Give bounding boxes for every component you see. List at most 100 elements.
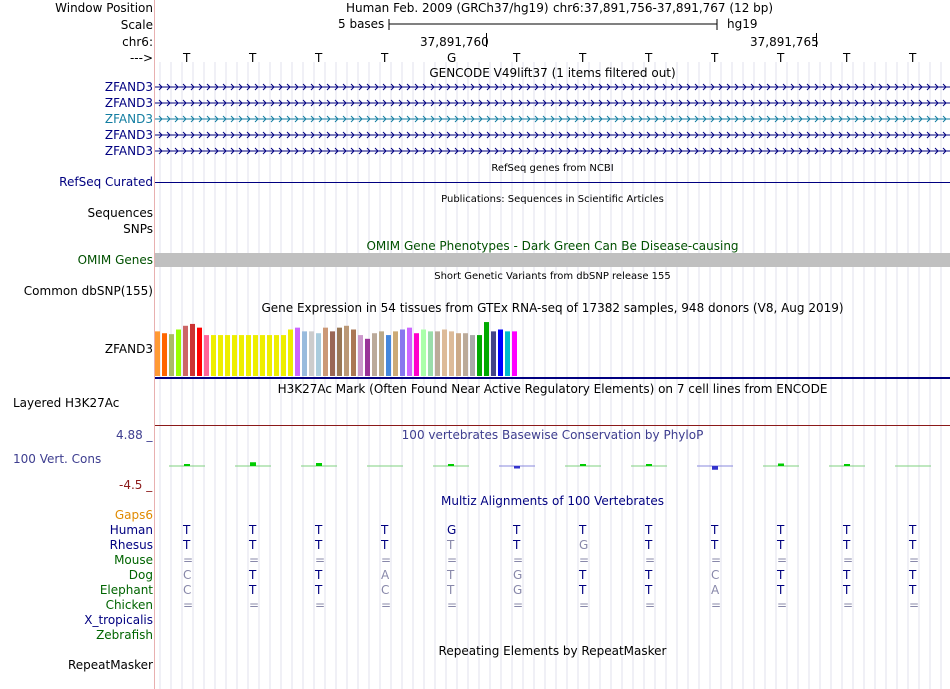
strand-arrow	[758, 131, 763, 139]
strand-arrow	[406, 99, 411, 107]
refseq-gene-line[interactable]	[155, 182, 950, 183]
gencode-transcript-line[interactable]	[155, 97, 950, 109]
window-position-label: Window Position	[55, 1, 153, 15]
multiz-base: T	[579, 583, 587, 597]
strand-arrow	[542, 115, 547, 123]
gencode-row-label[interactable]: ZFAND3	[104, 128, 153, 142]
multiz-species-label[interactable]: Zebrafish	[96, 628, 153, 642]
multiz-base: =	[843, 598, 854, 612]
strand-arrow	[470, 147, 475, 155]
strand-arrow	[782, 83, 787, 91]
multiz-species-label[interactable]: Mouse	[114, 553, 153, 567]
strand-arrow	[382, 99, 387, 107]
strand-arrow	[910, 83, 915, 91]
strand-arrow	[246, 147, 251, 155]
multiz-base: C	[183, 568, 192, 582]
strand-arrow	[798, 83, 803, 91]
multiz-base: T	[843, 523, 851, 537]
pubs-label[interactable]: Sequences	[87, 206, 153, 220]
strand-arrow	[902, 83, 907, 91]
scale-db-label: hg19	[727, 17, 758, 31]
refseq-label[interactable]: RefSeq Curated	[59, 175, 153, 189]
gencode-transcript-line[interactable]	[155, 81, 950, 93]
h3k27-label[interactable]: Layered H3K27Ac	[13, 396, 120, 410]
strand-arrow	[574, 147, 579, 155]
gencode-transcript-line[interactable]	[155, 113, 950, 125]
strand-arrow	[510, 147, 515, 155]
gaps-label[interactable]: Gaps6	[114, 508, 153, 522]
strand-arrow	[646, 83, 651, 91]
gencode-transcript-line[interactable]	[155, 129, 950, 141]
multiz-base: T	[777, 523, 785, 537]
strand-arrow	[654, 83, 659, 91]
gencode-transcript-line[interactable]	[155, 145, 950, 157]
track-left-border	[154, 0, 155, 689]
strand-arrow	[606, 131, 611, 139]
gtex-chart[interactable]	[155, 315, 950, 379]
gencode-row-label[interactable]: ZFAND3	[104, 144, 153, 158]
cons-label[interactable]: 100 Vert. Cons	[13, 452, 102, 466]
strand-arrow	[942, 131, 947, 139]
strand-arrow	[398, 99, 403, 107]
dbsnp-label[interactable]: Common dbSNP(155)	[23, 284, 153, 298]
strand-arrow	[630, 99, 635, 107]
strand-arrow	[678, 115, 683, 123]
gtex-bar	[274, 335, 279, 376]
strand-arrow	[822, 115, 827, 123]
multiz-species-label[interactable]: Dog	[128, 568, 153, 582]
strand-arrow	[166, 147, 171, 155]
position-label[interactable]: chr6:37,891,756-37,891,767 (12 bp)	[553, 1, 774, 15]
strand-arrow	[726, 115, 731, 123]
cons-mark	[514, 466, 520, 469]
strand-arrow	[894, 83, 899, 91]
strand-arrow	[934, 147, 939, 155]
multiz-species-label[interactable]: Elephant	[99, 583, 153, 597]
multiz-species-label[interactable]: X_tropicalis	[84, 613, 153, 627]
gencode-row-label[interactable]: ZFAND3	[104, 80, 153, 94]
scale-label: Scale	[120, 18, 153, 32]
snps-label[interactable]: SNPs	[123, 222, 153, 236]
multiz-base: =	[513, 553, 524, 567]
strand-arrow	[662, 115, 667, 123]
multiz-species-label[interactable]: Rhesus	[109, 538, 153, 552]
strand-arrow	[726, 131, 731, 139]
strand-arrow	[526, 99, 531, 107]
gtex-bar	[162, 333, 167, 376]
strand-arrow	[854, 131, 859, 139]
strand-arrow	[630, 147, 635, 155]
strand-arrow	[662, 99, 667, 107]
gtex-bar	[323, 327, 328, 376]
gencode-row-label[interactable]: ZFAND3	[104, 112, 153, 126]
strand-arrow	[318, 131, 323, 139]
multiz-base: T	[249, 583, 257, 597]
strand-arrow	[382, 131, 387, 139]
strand-arrow	[526, 131, 531, 139]
repeat-label[interactable]: RepeatMasker	[67, 658, 153, 672]
conservation-plot[interactable]	[155, 446, 950, 490]
strand-arrow	[534, 147, 539, 155]
strand-arrow	[422, 83, 427, 91]
multiz-base: T	[447, 538, 455, 552]
gtex-label[interactable]: ZFAND3	[104, 342, 153, 356]
gtex-bar	[477, 335, 482, 376]
strand-arrow	[486, 99, 491, 107]
strand-arrow	[582, 83, 587, 91]
strand-arrow	[918, 99, 923, 107]
strand-arrow	[494, 83, 499, 91]
gencode-row-label[interactable]: ZFAND3	[104, 96, 153, 110]
omim-label[interactable]: OMIM Genes	[77, 253, 153, 267]
multiz-species-label[interactable]: Chicken	[105, 598, 153, 612]
omim-bar[interactable]	[155, 253, 950, 267]
gtex-bar	[484, 322, 489, 376]
strand-arrow	[182, 147, 187, 155]
strand-arrow	[822, 83, 827, 91]
multiz-species-label[interactable]: Human	[109, 523, 153, 537]
strand-arrow	[454, 99, 459, 107]
strand-arrow	[734, 99, 739, 107]
strand-arrow	[942, 115, 947, 123]
strand-arrow	[598, 147, 603, 155]
strand-arrow	[310, 99, 315, 107]
strand-arrow	[494, 99, 499, 107]
strand-arrow	[358, 115, 363, 123]
refseq-title: RefSeq genes from NCBI	[491, 163, 614, 174]
